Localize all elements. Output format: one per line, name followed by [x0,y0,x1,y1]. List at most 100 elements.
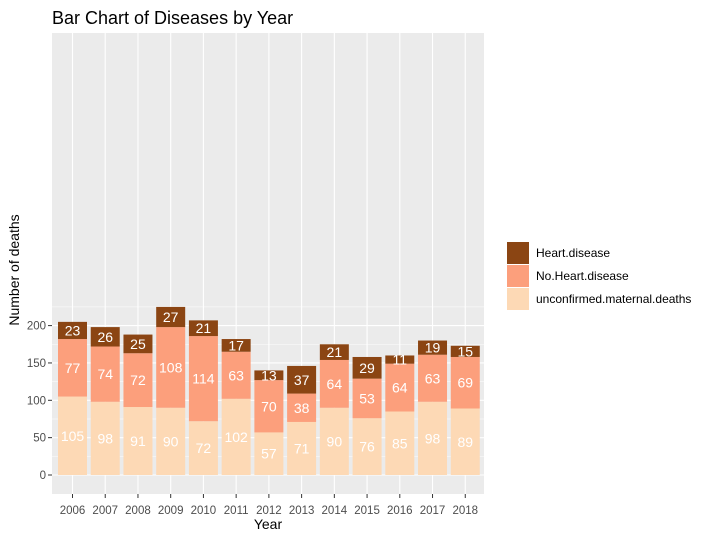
legend: Heart.disease No.Heart.disease unconfirmed… [507,242,691,310]
bar-segment [418,401,448,475]
bar-value-label: 74 [97,366,113,382]
bar-value-label: 11 [393,352,408,368]
bar-segment [385,355,415,364]
bar-segment [221,351,251,399]
bar-value-label: 25 [130,336,146,352]
bar-segment [221,339,251,352]
bar-segment [90,346,120,402]
legend-key [507,288,529,310]
x-axis-title: Year [254,516,283,532]
bar-value-label: 27 [163,309,179,325]
x-tick-label: 2016 [387,505,413,517]
bar-segment [58,396,87,475]
y-tick-label: 0 [40,470,46,482]
bar-value-label: 15 [457,343,473,359]
y-axis-title: Number of deaths [6,214,22,325]
bar-segment [90,327,120,347]
bar-value-label: 90 [327,433,343,449]
x-tick-label: 2018 [452,505,478,517]
bar-segment [254,370,284,381]
x-tick-label: 2013 [289,505,315,517]
bar-value-label: 72 [130,372,146,388]
bar-segment [90,401,120,475]
bar-segment [156,306,186,328]
bars [58,306,480,475]
bar-value-label: 13 [261,367,277,383]
bar-segment [287,365,317,394]
legend-key [507,265,529,287]
chart-title: Bar Chart of Diseases by Year [52,8,293,28]
bar-value-label: 98 [97,430,113,446]
bar-value-label: 21 [327,344,343,360]
x-tick-label: 2015 [354,505,380,517]
bar-segment [188,421,218,475]
bar-value-label: 38 [294,400,310,416]
bar-segment [123,407,153,475]
x-tick-label: 2011 [224,505,249,517]
bar-segment [58,321,87,340]
x-tick-label: 2010 [191,505,217,517]
bar-value-label: 70 [261,398,277,414]
bar-value-label: 17 [228,337,244,353]
bar-segment [450,356,480,409]
bar-segment [450,345,480,357]
bar-segment [450,408,480,475]
bar-segment [352,378,382,419]
bar-value-label: 64 [327,376,343,392]
bar-value-label: 21 [196,320,212,336]
bar-value-label: 108 [159,359,183,375]
bar-value-label: 69 [457,375,473,391]
legend-label: No.Heart.disease [536,269,629,283]
bar-value-labels: 105 77 23 98 74 26 91 72 25 90 108 27 72 114 21 102 63 17… [61,309,473,462]
x-tick-label: 2006 [60,505,86,517]
bar-value-label: 91 [130,433,146,449]
bar-segment [188,320,218,337]
bar-value-label: 114 [192,371,215,387]
y-tick-label: 150 [27,358,46,370]
y-tick-label: 50 [33,433,46,445]
bar-value-label: 72 [196,440,212,456]
bar-segment [254,380,284,433]
bar-segment [418,340,448,355]
x-tick-label: 2014 [322,505,348,517]
bar-value-label: 37 [294,372,310,388]
bar-value-label: 63 [228,367,244,383]
bar-value-label: 19 [425,340,441,356]
bar-segment [418,354,448,402]
legend-label: Heart.disease [536,246,610,260]
bar-segment [287,393,317,422]
bar-value-label: 26 [97,329,113,345]
bar-segment [58,339,87,397]
y-tick-label: 100 [27,395,46,407]
x-tick-label: 2012 [256,505,282,517]
bar-segment [188,336,218,422]
bar-value-label: 90 [163,433,179,449]
y-axis: 0 50 100 150 200 [27,321,52,482]
bar-value-label: 29 [359,360,375,376]
bar-segment [319,344,349,360]
x-tick-label: 2007 [92,505,118,517]
bar-segment [352,356,382,379]
bar-value-label: 85 [392,435,408,451]
bar-segment [319,407,349,475]
legend-key [507,242,529,264]
bar-value-label: 71 [294,440,310,456]
x-tick-label: 2017 [420,505,446,517]
x-tick-label: 2008 [125,505,151,517]
bar-segment [254,432,284,475]
bar-segment [123,353,153,408]
bar-value-label: 98 [425,430,441,446]
bar-segment [287,421,317,475]
legend-label: unconfirmed.maternal.deaths [536,292,691,306]
bar-value-label: 53 [359,390,375,406]
bar-value-label: 64 [392,380,408,396]
bar-segment [156,407,186,475]
bar-value-label: 102 [224,429,248,445]
bar-segment [352,418,382,475]
y-tick-label: 200 [27,321,46,333]
bar-value-label: 105 [61,428,85,444]
bar-segment [385,363,415,412]
bar-segment [156,327,186,408]
bar-value-label: 23 [65,322,81,338]
